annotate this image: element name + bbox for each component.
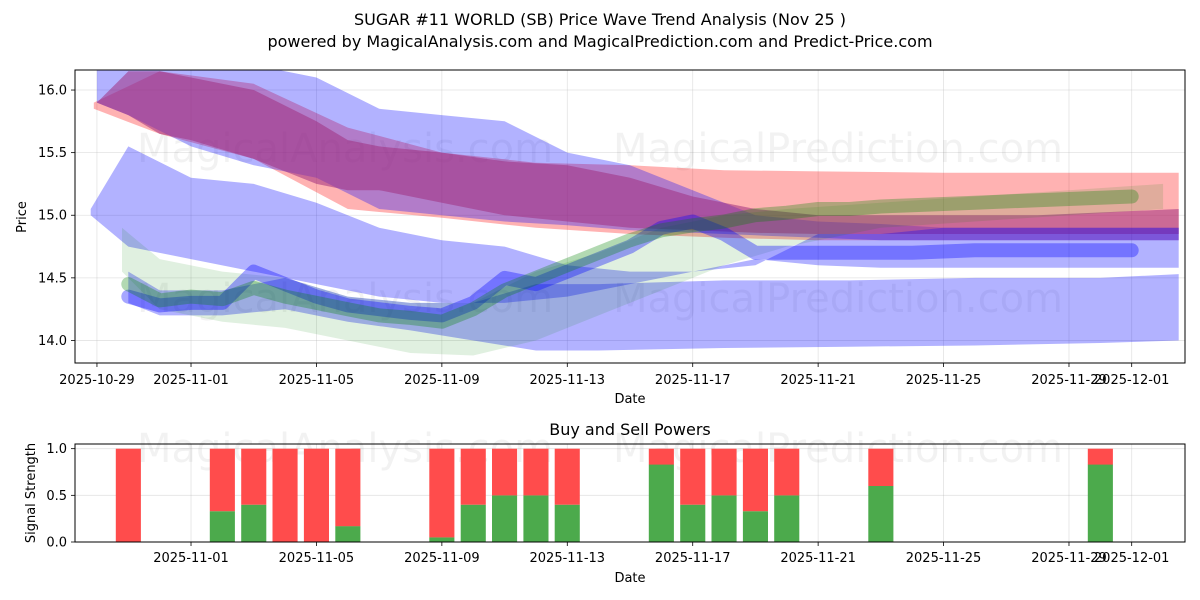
sell-bar	[774, 448, 800, 496]
buy-sell-x-tick-label: 2025-11-17	[655, 551, 731, 566]
buy-bar	[241, 504, 267, 542]
price-series	[90, 70, 1179, 356]
price-watermark-2: MagicalPrediction.com	[613, 126, 1063, 172]
buy-bar	[868, 486, 894, 542]
price-y-tick-label: 16.0	[38, 84, 67, 99]
price-y-ticks: 14.0 14.5 15.0 15.5 16.0	[38, 84, 75, 349]
sell-bar	[554, 448, 580, 505]
buy-sell-x-tick-label: 2025-11-29	[1031, 551, 1107, 566]
sell-bar	[1087, 448, 1113, 465]
chart-subtitle: powered by MagicalAnalysis.com and Magic…	[267, 32, 932, 51]
sell-bar	[492, 448, 518, 496]
buy-bar	[648, 464, 674, 542]
buy-sell-plot-frame	[74, 443, 1186, 543]
sell-bar	[711, 448, 737, 496]
buy-sell-x-tick-label: 2025-11-13	[530, 551, 606, 566]
buy-sell-y-axis-label: Signal Strength	[24, 443, 39, 543]
price-y-axis-label: Price	[15, 201, 30, 233]
buy-sell-y-ticks: 0.0 0.5 1.0	[46, 442, 75, 551]
price-x-tick-label: 2025-11-21	[780, 373, 856, 388]
price-y-tick-label: 14.0	[38, 334, 67, 349]
buy-sell-x-tick-label: 2025-11-25	[906, 551, 982, 566]
price-y-tick-label: 15.5	[38, 146, 67, 161]
buy-bar	[209, 511, 235, 542]
price-x-tick-label: 2025-11-29	[1031, 373, 1107, 388]
sell-bar	[648, 448, 674, 465]
sell-bar	[460, 448, 486, 505]
buy-bar	[492, 495, 518, 542]
sell-bar	[523, 448, 549, 496]
price-watermark-4: MagicalPrediction.com	[613, 276, 1063, 322]
buy-sell-x-tick-label: 2025-11-05	[279, 551, 355, 566]
buy-bar	[335, 526, 361, 542]
buy-sell-x-tick-label: 2025-11-09	[404, 551, 480, 566]
buy-sell-x-axis-label: Date	[614, 571, 645, 586]
series-red-band	[93, 71, 1179, 241]
buy-bar	[742, 511, 768, 542]
buy-sell-x-ticks: 2025-11-01 2025-11-05 2025-11-09 2025-11-13…	[153, 542, 1169, 566]
buy-sell-x-tick-label: 2025-11-01	[153, 551, 229, 566]
price-x-tick-label: 2025-11-13	[530, 373, 606, 388]
buy-sell-x-tick-label: 2025-11-21	[780, 551, 856, 566]
buy-bar	[429, 537, 455, 542]
buy-bar	[680, 504, 706, 542]
series-purple-band	[96, 71, 1179, 234]
sell-bar	[868, 448, 894, 486]
buy-sell-y-tick-label: 1.0	[46, 442, 67, 457]
price-x-tick-label: 2025-11-05	[279, 373, 355, 388]
buy-sell-bars	[115, 448, 1113, 542]
sell-bar	[335, 448, 361, 527]
price-wave-chart: MagicalAnalysis.com MagicalPrediction.co…	[15, 69, 1186, 407]
chart-title: SUGAR #11 WORLD (SB) Price Wave Trend An…	[354, 10, 846, 29]
price-x-tick-label: 2025-11-17	[655, 373, 731, 388]
price-x-tick-label: 2025-11-25	[906, 373, 982, 388]
price-watermark-3: MagicalAnalysis.com	[137, 276, 553, 322]
sell-bar	[241, 448, 267, 505]
sell-bar	[303, 448, 329, 542]
series-green-wave-band	[122, 183, 1164, 356]
buy-sell-y-tick-label: 0.0	[46, 536, 67, 551]
series-blue-lower-band	[128, 271, 1179, 351]
sell-bar	[209, 448, 235, 512]
price-x-tick-label: 2025-12-01	[1094, 373, 1170, 388]
series-green-wave-line	[121, 189, 1139, 329]
buy-bar	[711, 495, 737, 542]
sell-bar	[680, 448, 706, 505]
price-plot-frame	[74, 69, 1186, 364]
series-blue-upper-band	[96, 70, 1179, 241]
buy-bar	[523, 495, 549, 542]
buy-bar	[1087, 464, 1113, 542]
price-x-tick-label: 2025-10-29	[59, 373, 135, 388]
price-x-axis-label: Date	[614, 392, 645, 407]
buy-bar	[554, 504, 580, 542]
buy-bar	[774, 495, 800, 542]
buy-sell-y-tick-label: 0.5	[46, 489, 67, 504]
price-x-ticks: 2025-10-29 2025-11-01 2025-11-05 2025-11-09…	[59, 363, 1169, 388]
price-y-tick-label: 14.5	[38, 271, 67, 286]
sell-bar	[272, 448, 298, 542]
price-y-tick-label: 15.0	[38, 209, 67, 224]
series-blue-middle-band	[90, 146, 1179, 303]
buy-sell-chart: Buy and Sell Powers MagicalAnalysis.com …	[24, 420, 1186, 586]
buy-bar	[460, 504, 486, 542]
buy-sell-title: Buy and Sell Powers	[549, 420, 711, 439]
sell-bar	[429, 448, 455, 538]
sell-bar	[115, 448, 141, 542]
sell-bar	[742, 448, 768, 512]
series-blue-wave-line	[121, 214, 1139, 323]
price-x-tick-label: 2025-11-09	[404, 373, 480, 388]
price-x-tick-label: 2025-11-01	[153, 373, 229, 388]
buy-sell-x-tick-label: 2025-12-01	[1094, 551, 1170, 566]
